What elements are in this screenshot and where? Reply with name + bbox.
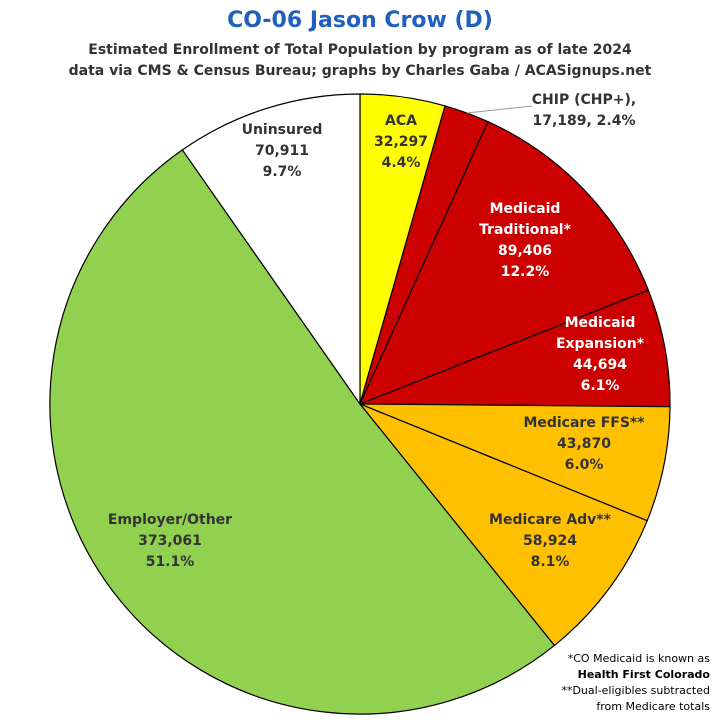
footnotes: *CO Medicaid is known as Health First Co…: [561, 651, 710, 715]
subtitle-line-1: Estimated Enrollment of Total Population…: [88, 42, 632, 58]
chart-subtitle: Estimated Enrollment of Total Population…: [0, 40, 720, 82]
slice-label-medicare-ffs: Medicare FFS** 43,870 6.0%: [523, 415, 645, 473]
leader-line-chip-chp: [466, 105, 533, 114]
pie-slice-medicaid-traditional: [358, 120, 650, 406]
slice-label-medicare-adv: Medicare Adv** 58,924 8.1%: [489, 512, 612, 570]
footnote-line-2: Health First Colorado: [577, 668, 710, 681]
pie-slice-employer-other: [49, 149, 556, 715]
slice-label-medicaid-expansion: Medicaid Expansion* 44,694 6.1%: [556, 315, 645, 394]
slice-label-chip-chp: CHIP (CHP+), 17,189, 2.4%: [532, 92, 636, 129]
pie-slice-uninsured: [181, 93, 361, 406]
slice-label-aca: ACA 32,297 4.4%: [374, 113, 428, 171]
pie-slice-medicaid-expansion: [359, 289, 671, 408]
slice-label-medicaid-traditional: Medicaid Traditional* 89,406 12.2%: [479, 201, 572, 280]
footnote-line-4: from Medicare totals: [596, 700, 710, 713]
chart-title: CO-06 Jason Crow (D): [227, 8, 493, 33]
slice-label-uninsured: Uninsured 70,911 9.7%: [242, 122, 323, 180]
pie-slice-medicare-adv: [358, 402, 648, 647]
footnote-line-3: **Dual-eligibles subtracted: [561, 684, 710, 697]
slice-label-employer-other: Employer/Other 373,061 51.1%: [108, 512, 232, 570]
footnote-line-1: *CO Medicaid is known as: [567, 652, 710, 665]
subtitle-line-2: data via CMS & Census Bureau; graphs by …: [68, 63, 652, 79]
